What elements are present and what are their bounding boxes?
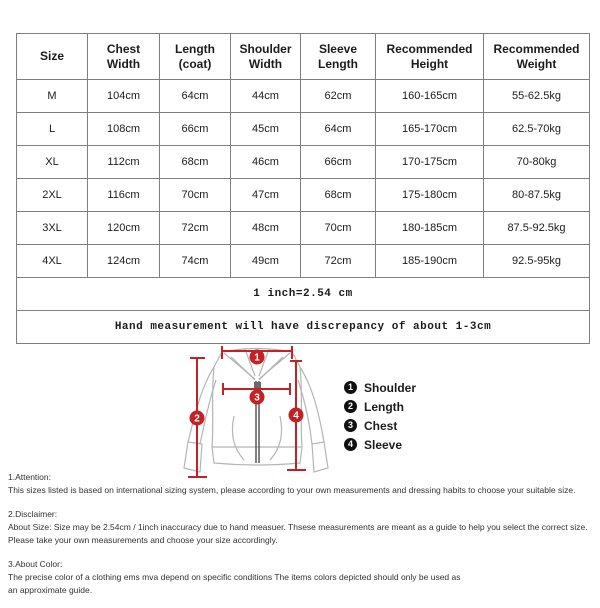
note-line: About Size: Size may be 2.54cm / 1inch i… [8, 522, 588, 532]
table-cell: 104cm [87, 79, 160, 113]
table-cell: 185-190cm [375, 244, 484, 278]
jacket-outline [183, 347, 329, 473]
legend-label: Length [364, 399, 404, 414]
table-footer-row-hand: Hand measurement will have discrepancy o… [16, 310, 590, 344]
size-chart-table: Size Chest Width Length (coat) Shoulder … [16, 33, 590, 344]
table-cell: 70-80kg [483, 145, 590, 179]
jacket-measurement-diagram: 1 2 3 4 1 Shoulder 2 Length 3 Chest 4 Sl… [0, 328, 600, 480]
table-cell: 47cm [230, 178, 301, 212]
legend-item-length: 2 Length [344, 397, 416, 416]
note-line: The precise color of a clothing ems mva … [8, 572, 461, 582]
column-header-shoulder-width: Shoulder Width [230, 33, 301, 80]
marker-number: 4 [293, 411, 299, 422]
table-cell: 68cm [300, 178, 376, 212]
table-cell: 116cm [87, 178, 160, 212]
table-cell: 64cm [159, 79, 231, 113]
table-footer-row-inch: 1 inch=2.54 cm [16, 277, 590, 311]
note-line: This sizes listed is based on internatio… [8, 485, 576, 495]
table-cell: 48cm [230, 211, 301, 245]
table-cell: 62.5-70kg [483, 112, 590, 146]
table-cell: 62cm [300, 79, 376, 113]
table-cell: 70cm [159, 178, 231, 212]
note-line: Please take your own measurements and ch… [8, 535, 278, 545]
table-cell: 165-170cm [375, 112, 484, 146]
circled-number-icon: 4 [344, 438, 357, 451]
notes-section: 1.Attention: This sizes listed is based … [8, 471, 598, 608]
header-row: Size Chest Width Length (coat) Shoulder … [16, 33, 590, 80]
column-header-recommended-weight: Recommended Weight [483, 33, 590, 80]
note-title: 3.About Color: [8, 559, 63, 569]
table-cell: 124cm [87, 244, 160, 278]
table-cell: 74cm [159, 244, 231, 278]
table-cell: 87.5-92.5kg [483, 211, 590, 245]
note-title: 2.Disclaimer: [8, 509, 58, 519]
table-cell: 3XL [16, 211, 88, 245]
table-cell: 44cm [230, 79, 301, 113]
table-cell: L [16, 112, 88, 146]
table-cell: 4XL [16, 244, 88, 278]
table-cell: 70cm [300, 211, 376, 245]
legend-item-shoulder: 1 Shoulder [344, 378, 416, 397]
table-cell: 64cm [300, 112, 376, 146]
size-chart: Size Chest Width Length (coat) Shoulder … [16, 33, 590, 344]
table-cell: 160-165cm [375, 79, 484, 113]
legend-label: Chest [364, 418, 398, 433]
about-color-note: 3.About Color: The precise color of a cl… [8, 558, 598, 597]
hand-measurement-note: Hand measurement will have discrepancy o… [16, 310, 590, 344]
table-cell: 120cm [87, 211, 160, 245]
measurement-legend: 1 Shoulder 2 Length 3 Chest 4 Sleeve [344, 378, 416, 454]
marker-badge-shoulder [249, 349, 265, 365]
table-cell: 112cm [87, 145, 160, 179]
column-header-size: Size [16, 33, 88, 80]
table-cell: M [16, 79, 88, 113]
table-row-l: L 108cm 66cm 45cm 64cm 165-170cm 62.5-70… [16, 112, 590, 146]
column-header-recommended-height: Recommended Height [375, 33, 484, 80]
inch-conversion-note: 1 inch=2.54 cm [16, 277, 590, 311]
table-cell: 92.5-95kg [483, 244, 590, 278]
disclaimer-note: 2.Disclaimer: About Size: Size may be 2.… [8, 508, 598, 547]
table-cell: XL [16, 145, 88, 179]
marker-number: 3 [254, 393, 260, 404]
marker-badge-chest [249, 389, 265, 405]
table-cell: 175-180cm [375, 178, 484, 212]
table-row-4xl: 4XL 124cm 74cm 49cm 72cm 185-190cm 92.5-… [16, 244, 590, 278]
note-line: an approximate guide. [8, 585, 93, 595]
legend-label: Sleeve [364, 437, 403, 452]
marker-badge-length [189, 410, 205, 426]
table-row-3xl: 3XL 120cm 72cm 48cm 70cm 180-185cm 87.5-… [16, 211, 590, 245]
legend-item-sleeve: 4 Sleeve [344, 435, 416, 454]
table-cell: 66cm [159, 112, 231, 146]
note-title: 1.Attention: [8, 472, 52, 482]
table-row-2xl: 2XL 116cm 70cm 47cm 68cm 175-180cm 80-87… [16, 178, 590, 212]
table-cell: 72cm [300, 244, 376, 278]
chest-measure-line [222, 383, 291, 395]
circled-number-icon: 2 [344, 400, 357, 413]
circled-number-icon: 1 [344, 381, 357, 394]
marker-number: 1 [254, 353, 260, 364]
table-cell: 170-175cm [375, 145, 484, 179]
column-header-length-coat: Length (coat) [159, 33, 231, 80]
legend-label: Shoulder [364, 380, 417, 395]
circled-number-icon: 3 [344, 419, 357, 432]
table-row-m: M 104cm 64cm 44cm 62cm 160-165cm 55-62.5… [16, 79, 590, 113]
marker-number: 2 [194, 414, 200, 425]
column-header-sleeve-length: Sleeve Length [300, 33, 376, 80]
table-cell: 2XL [16, 178, 88, 212]
column-header-chest-width: Chest Width [87, 33, 160, 80]
table-cell: 49cm [230, 244, 301, 278]
table-cell: 66cm [300, 145, 376, 179]
table-cell: 45cm [230, 112, 301, 146]
table-cell: 55-62.5kg [483, 79, 590, 113]
table-cell: 46cm [230, 145, 301, 179]
table-cell: 180-185cm [375, 211, 484, 245]
table-cell: 72cm [159, 211, 231, 245]
attention-note: 1.Attention: This sizes listed is based … [8, 471, 598, 497]
legend-item-chest: 3 Chest [344, 416, 416, 435]
table-cell: 108cm [87, 112, 160, 146]
table-row-xl: XL 112cm 68cm 46cm 66cm 170-175cm 70-80k… [16, 145, 590, 179]
table-cell: 68cm [159, 145, 231, 179]
marker-badge-sleeve [288, 407, 304, 423]
table-cell: 80-87.5kg [483, 178, 590, 212]
jacket-illustration: 1 2 3 4 [183, 346, 329, 478]
